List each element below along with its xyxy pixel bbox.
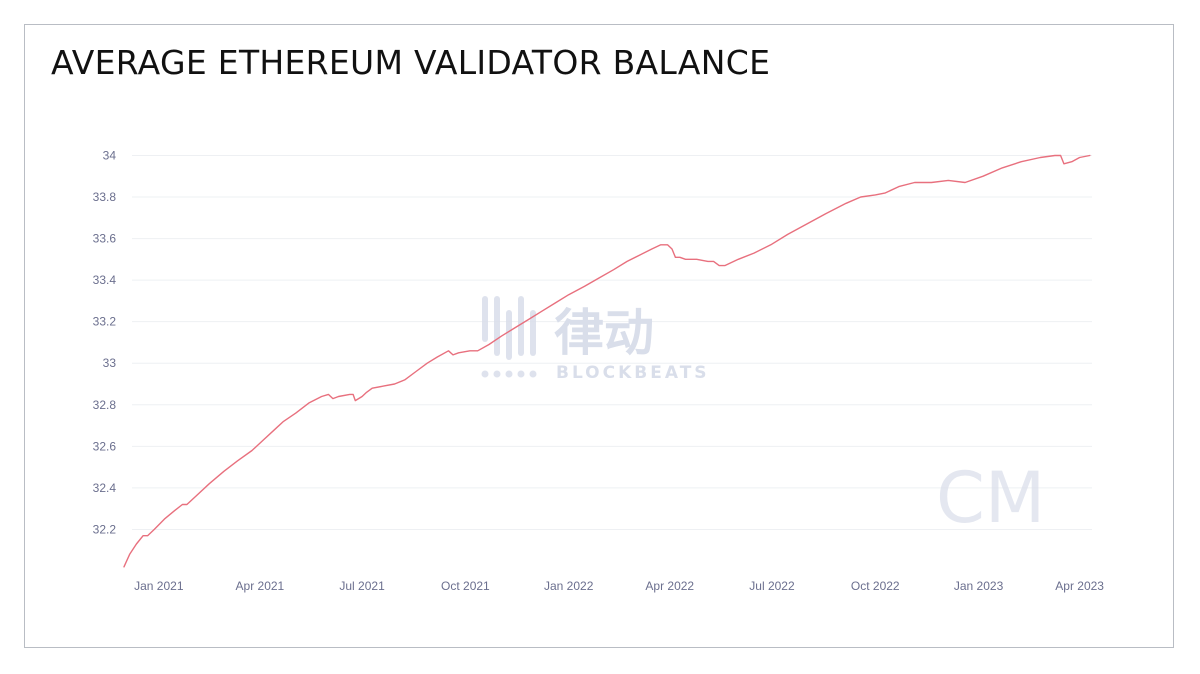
x-tick-label: Oct 2022 bbox=[851, 579, 900, 593]
x-tick-label: Jan 2023 bbox=[954, 579, 1004, 593]
validator-balance-line bbox=[123, 154, 1091, 568]
y-tick-label: 33 bbox=[103, 356, 117, 370]
watermark-brand-en: BLOCKBEATS bbox=[556, 363, 710, 383]
blockbeats-watermark-logo bbox=[481, 296, 537, 378]
watermark-brand-cn: 律动 bbox=[554, 304, 654, 362]
x-tick-label: Oct 2021 bbox=[441, 579, 490, 593]
y-tick-label: 32.6 bbox=[93, 439, 117, 453]
y-tick-label: 33.6 bbox=[93, 232, 117, 246]
chart-frame: AVERAGE ETHEREUM VALIDATOR BALANCE bbox=[24, 24, 1174, 648]
y-tick-label: 32.8 bbox=[93, 398, 117, 412]
y-tick-label: 33.8 bbox=[93, 190, 117, 204]
grid-layer bbox=[132, 154, 1092, 530]
watermark-layer: 律动 BLOCKBEATS CM bbox=[481, 296, 1045, 539]
x-tick-label: Apr 2022 bbox=[645, 579, 694, 593]
x-tick-label: Apr 2023 bbox=[1055, 579, 1104, 593]
y-tick-label: 33.4 bbox=[93, 273, 117, 287]
corner-logo-watermark: CM bbox=[936, 457, 1045, 539]
axis-layer: 32.2 32.4 32.6 32.8 33 33.2 33.4 33.6 33.8 34 Jan … bbox=[93, 148, 1105, 593]
x-tick-label: Jul 2022 bbox=[749, 579, 795, 593]
y-tick-label: 33.2 bbox=[93, 315, 117, 329]
y-tick-label: 32.4 bbox=[93, 481, 117, 495]
chart-title: AVERAGE ETHEREUM VALIDATOR BALANCE bbox=[51, 43, 771, 82]
x-tick-label: Apr 2021 bbox=[236, 579, 285, 593]
y-tick-label: 34 bbox=[103, 148, 117, 162]
x-tick-label: Jan 2022 bbox=[544, 579, 594, 593]
y-tick-label: 32.2 bbox=[93, 522, 117, 536]
x-tick-label: Jan 2021 bbox=[134, 579, 184, 593]
x-tick-label: Jul 2021 bbox=[339, 579, 385, 593]
